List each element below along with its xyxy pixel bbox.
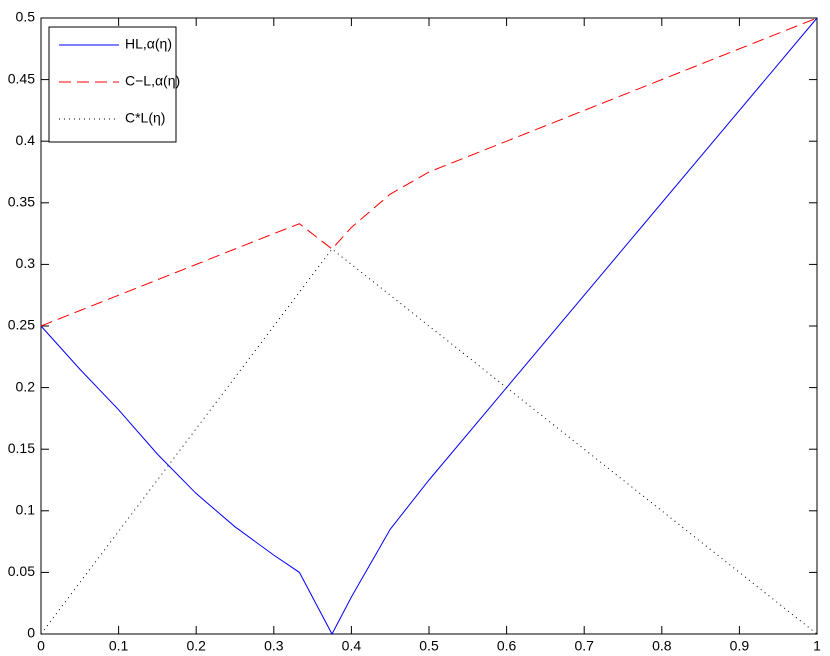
y-tick-label: 0.35	[8, 194, 35, 210]
y-tick-label: 0.1	[16, 502, 36, 518]
legend-label: C−L,α(η)	[125, 73, 180, 89]
y-tick-label: 0.05	[8, 563, 35, 579]
y-tick-label: 0.15	[8, 440, 35, 456]
x-tick-label: 0	[37, 638, 45, 654]
x-tick-label: 0.2	[186, 638, 206, 654]
series-line	[40, 17, 818, 636]
x-tick-label: 0.5	[419, 638, 439, 654]
x-tick-label: 0.9	[730, 638, 750, 654]
legend-box	[48, 26, 177, 143]
x-tick-label: 0.7	[574, 638, 594, 654]
y-tick-label: 0.45	[8, 70, 35, 86]
y-tick-label: 0.2	[16, 378, 36, 394]
y-tick-label: 0.3	[16, 255, 36, 271]
series-line	[40, 17, 818, 327]
y-tick-label: 0	[27, 625, 35, 641]
legend-label: HL,α(η)	[125, 36, 172, 52]
y-tick-label: 0.25	[8, 317, 35, 333]
x-tick-label: 1	[813, 638, 821, 654]
x-tick-label: 0.6	[497, 638, 517, 654]
y-tick-label: 0.5	[16, 9, 36, 25]
x-tick-label: 0.4	[342, 638, 362, 654]
x-tick-label: 0.1	[109, 638, 129, 654]
legend-label: C*L(η)	[125, 110, 165, 126]
x-tick-label: 0.8	[652, 638, 672, 654]
y-tick-label: 0.4	[16, 132, 36, 148]
x-tick-label: 0.3	[264, 638, 284, 654]
